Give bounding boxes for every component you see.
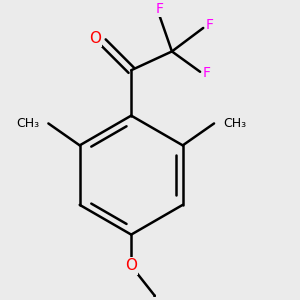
Text: F: F	[155, 2, 164, 16]
Text: CH₃: CH₃	[223, 117, 246, 130]
Text: F: F	[203, 66, 211, 80]
Text: O: O	[89, 31, 101, 46]
Text: O: O	[125, 258, 137, 273]
Text: F: F	[206, 18, 214, 32]
Text: CH₃: CH₃	[16, 117, 40, 130]
